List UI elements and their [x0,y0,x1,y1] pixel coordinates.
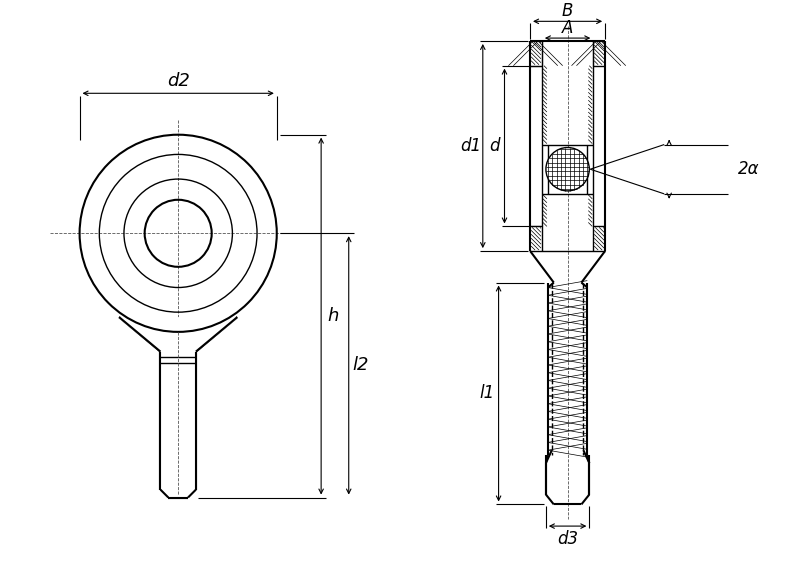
Polygon shape [117,317,239,352]
Circle shape [546,148,590,191]
Text: B: B [562,2,574,20]
Text: d1: d1 [461,137,482,155]
Text: A: A [562,19,574,37]
Text: l1: l1 [479,384,494,402]
Text: d3: d3 [557,530,578,548]
Polygon shape [159,352,197,499]
Text: l2: l2 [352,356,369,374]
Text: d2: d2 [166,72,190,90]
Text: 2α: 2α [738,160,760,178]
Text: d: d [490,137,500,155]
Text: h: h [327,307,338,325]
